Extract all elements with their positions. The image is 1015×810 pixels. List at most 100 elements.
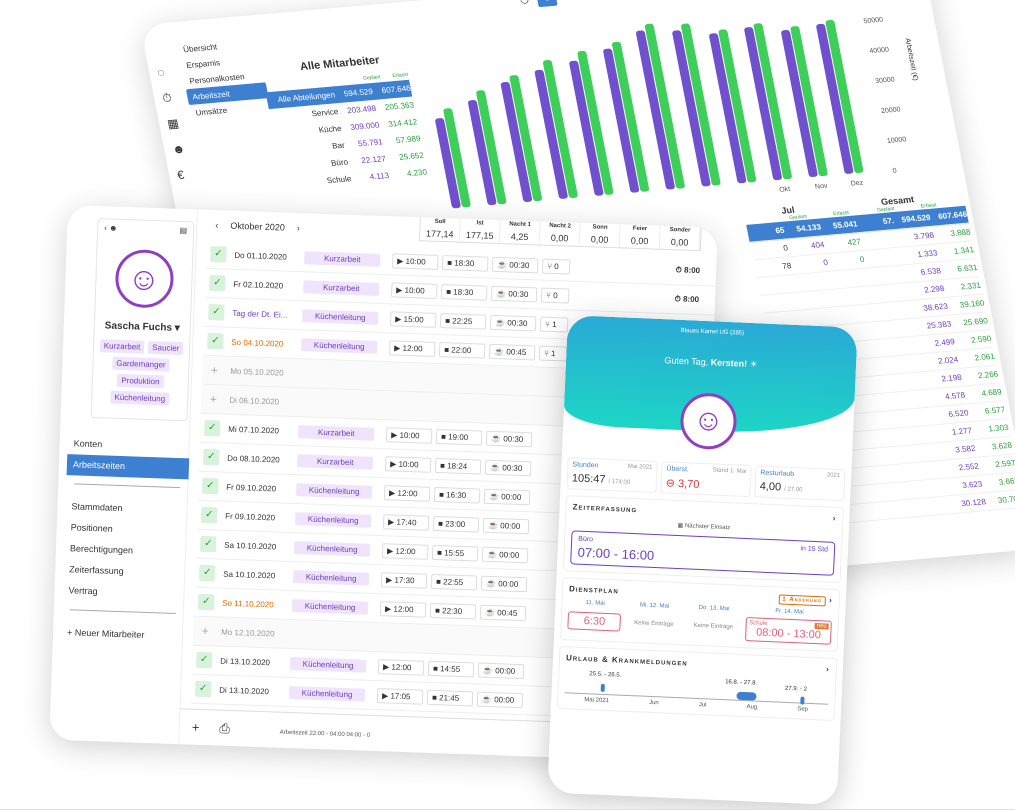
check-icon[interactable]: ✓ [194,680,212,698]
end-time-field[interactable]: ■ 18:30 [441,254,489,272]
bar[interactable] [467,100,497,206]
bar[interactable] [709,33,747,184]
bar[interactable] [753,23,792,180]
end-time-field[interactable]: ■ 18:30 [440,283,488,301]
break-field[interactable]: ☕ 00:00 [476,691,524,708]
menu-contract[interactable]: Vertrag [68,585,98,597]
meal-field[interactable]: ⑂ 1 [538,345,568,362]
start-time-field[interactable]: ▶ 17:40 [382,513,430,531]
break-field[interactable]: ☕ 00:30 [490,285,538,302]
row-position[interactable]: Kurzarbeit [298,424,375,441]
absence-card[interactable]: Urlaub & Krankmeldungen › 25.5. - 26.5. 1… [556,645,838,722]
new-employee-button[interactable]: + Neuer Mitarbeiter [61,622,184,647]
bar[interactable] [577,50,614,195]
bar[interactable] [718,29,757,183]
meal-field[interactable]: ⑂ 0 [541,258,571,275]
stat-overtime[interactable]: Überst. Stand 1. Mai ⊖ 3,70 [660,461,752,498]
stat-hours[interactable]: Stunden Mai 2021 105:47 / 174:00 [566,457,658,494]
break-field[interactable]: ☕ 00:00 [480,575,528,592]
break-field[interactable]: ☕ 00:30 [484,459,532,476]
row-position[interactable]: Küchenleitung [294,511,372,528]
roster-day[interactable]: Mi. 12. Mai Keine Einträge [627,602,682,638]
start-time-field[interactable]: ▶ 10:00 [390,281,438,299]
break-field[interactable]: ☕ 00:30 [489,314,537,331]
start-time-field[interactable]: ▶ 12:00 [388,339,436,357]
end-time-field[interactable]: ■ 18:24 [434,457,482,475]
start-time-field[interactable]: ▶ 12:00 [379,600,427,618]
check-icon[interactable]: ✓ [195,651,213,669]
row-position[interactable]: Küchenleitung [302,308,379,325]
prev-month-icon[interactable]: ‹ [215,220,219,231]
bar[interactable] [603,48,640,193]
meal-field[interactable]: ⑂ 1 [539,316,569,333]
next-month-icon[interactable]: › [296,223,301,234]
table-icon[interactable]: ▦ [166,116,180,131]
row-position[interactable]: Kurzarbeit [304,250,381,267]
stopwatch-icon[interactable]: ⏱ [161,90,174,106]
start-time-field[interactable]: ▶ 12:00 [381,542,429,560]
bar[interactable] [569,60,604,196]
bar[interactable] [435,118,461,209]
break-field[interactable]: ☕ 00:00 [477,662,525,679]
bar[interactable] [816,23,854,174]
roster-day[interactable]: 11. Mai 6:30 [567,599,622,635]
end-time-field[interactable]: ■ 23:00 [432,515,480,533]
break-field[interactable]: ☕ 00:30 [485,430,533,447]
row-position[interactable]: Kurzarbeit [303,279,380,296]
chevron-right-icon[interactable]: › [828,595,834,605]
row-position[interactable]: Küchenleitung [293,540,371,557]
end-time-field[interactable]: ■ 22:00 [438,341,486,359]
start-time-field[interactable]: ▶ 10:00 [384,455,432,473]
bar[interactable] [790,26,828,177]
start-time-field[interactable]: ▶ 15:00 [389,310,437,328]
row-position[interactable]: Küchenleitung [288,685,366,702]
row-position[interactable]: Küchenleitung [289,656,367,673]
check-icon[interactable]: ✓ [204,419,221,437]
id-card-icon[interactable]: ▤ [179,225,188,236]
row-position[interactable]: Küchenleitung [295,482,373,499]
stat-vacation[interactable]: Resturlaub 2021 4,00 / 27,00 [754,465,846,502]
break-field[interactable]: ☕ 00:45 [479,604,527,621]
start-time-field[interactable]: ▶ 10:00 [385,426,433,444]
end-time-field[interactable]: ■ 15:55 [431,544,479,562]
bar[interactable] [542,59,578,199]
add-entry-icon[interactable]: + [201,623,209,639]
print-icon[interactable]: ⎙ [219,720,231,736]
roster-card[interactable]: Dienstplan 1 Änderung › 11. Mai 6:30 Mi. 1… [559,577,841,653]
clock-icon[interactable]: ◷ [519,0,530,6]
start-time-field[interactable]: ▶ 12:00 [383,484,431,502]
end-time-field[interactable]: ■ 22:25 [439,312,487,330]
bar[interactable] [744,27,783,181]
start-time-field[interactable]: ▶ 12:00 [377,658,425,676]
check-icon[interactable]: ✓ [198,564,216,582]
euro-button[interactable]: € [535,0,558,8]
bar[interactable] [636,30,676,190]
check-icon[interactable]: ✓ [208,303,225,321]
bar[interactable] [500,81,533,203]
avatar[interactable]: ☺ [113,248,174,309]
timetracking-card[interactable]: Zeiterfassung › ▦ Nächster Einsatz Büro in… [562,495,844,584]
absence-bar[interactable] [736,691,757,701]
bar[interactable] [534,69,568,200]
row-position[interactable]: Kurzarbeit [297,453,374,470]
start-time-field[interactable]: ▶ 17:05 [376,687,424,705]
change-badge[interactable]: 1 Änderung [778,594,827,607]
bar[interactable] [509,75,542,202]
break-field[interactable]: ☕ 00:30 [491,256,539,273]
end-time-field[interactable]: ■ 22:30 [429,602,477,619]
meal-field[interactable]: ⑂ 0 [540,287,570,304]
add-icon[interactable]: + [191,719,200,735]
roster-day[interactable]: Do. 13. Mai Keine Einträge [686,604,741,640]
user-icon[interactable]: ◌ [156,65,166,80]
break-field[interactable]: ☕ 00:00 [481,546,529,563]
bar[interactable] [612,41,650,192]
absence-bar[interactable] [800,696,805,705]
bar[interactable] [443,108,471,208]
check-icon[interactable]: ✓ [202,477,219,495]
break-field[interactable]: ☕ 00:00 [482,517,530,534]
bar[interactable] [644,23,685,189]
end-time-field[interactable]: ■ 16:30 [433,486,481,504]
start-time-field[interactable]: ▶ 10:00 [392,252,439,270]
back-users-icon[interactable]: ‹ ☻ [104,223,118,233]
chevron-right-icon[interactable]: › [832,513,837,523]
